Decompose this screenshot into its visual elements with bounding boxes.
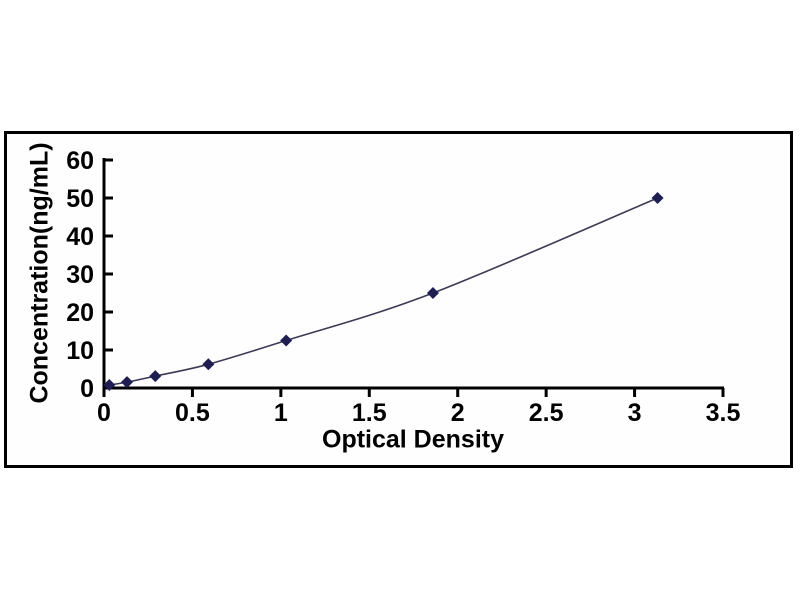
x-tick-label: 1 bbox=[274, 399, 288, 427]
x-tick-label: 1.5 bbox=[352, 399, 387, 427]
x-tick-label: 0.5 bbox=[175, 399, 210, 427]
x-tick-label: 2 bbox=[451, 399, 465, 427]
data-point-marker bbox=[120, 376, 133, 389]
y-tick-label: 20 bbox=[66, 299, 94, 327]
chart-frame bbox=[4, 131, 793, 468]
x-tick-label: 2.5 bbox=[529, 399, 564, 427]
y-tick-label: 10 bbox=[66, 337, 94, 365]
x-tick-label: 3.5 bbox=[706, 399, 741, 427]
data-point-marker bbox=[280, 334, 293, 347]
y-tick-label: 40 bbox=[66, 223, 94, 251]
data-point-marker bbox=[426, 287, 439, 299]
data-point-marker bbox=[651, 192, 664, 204]
y-tick-label: 60 bbox=[66, 147, 94, 175]
data-point-marker bbox=[202, 358, 215, 371]
y-tick-label: 0 bbox=[80, 375, 94, 403]
x-tick-label: 3 bbox=[628, 399, 642, 427]
series-line bbox=[109, 197, 658, 386]
x-axis-title: Optical Density bbox=[322, 425, 504, 454]
data-point-marker bbox=[103, 379, 116, 392]
y-tick-label: 50 bbox=[66, 185, 94, 213]
y-axis-title: Concentration(ng/mL) bbox=[25, 142, 54, 404]
data-point-marker bbox=[149, 370, 162, 383]
y-tick-label: 30 bbox=[66, 261, 94, 289]
x-tick-label: 0 bbox=[97, 399, 111, 427]
